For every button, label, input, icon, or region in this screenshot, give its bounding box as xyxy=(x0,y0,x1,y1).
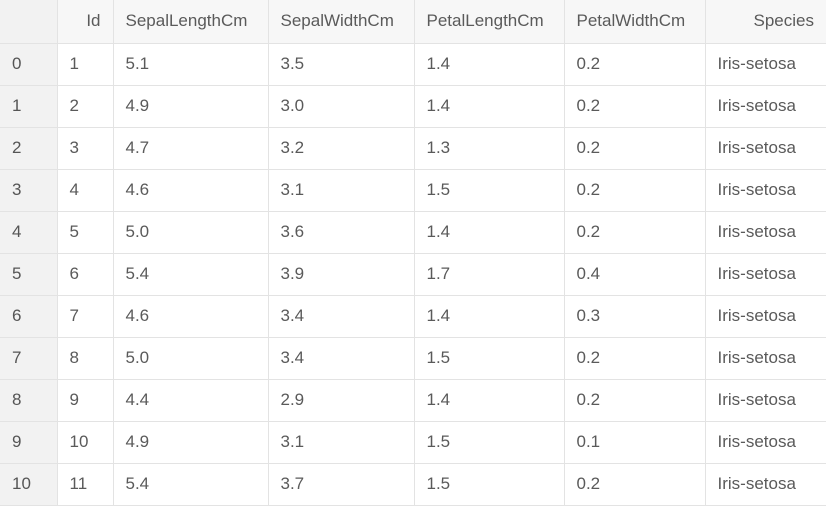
cell-id: 4 xyxy=(56,168,114,212)
table-row[interactable]: 8 9 4.4 2.9 1.4 0.2 Iris-setosa xyxy=(0,378,826,422)
cell-petallengthcm: 1.4 xyxy=(413,294,565,338)
cell-sepalwidthcm: 3.4 xyxy=(267,294,415,338)
cell-sepallengthcm: 4.4 xyxy=(112,378,269,422)
cell-petalwidthcm: 0.2 xyxy=(563,378,706,422)
cell-petallengthcm: 1.5 xyxy=(413,462,565,506)
table-row[interactable]: 10 11 5.4 3.7 1.5 0.2 Iris-setosa xyxy=(0,462,826,506)
cell-sepalwidthcm: 3.1 xyxy=(267,168,415,212)
cell-id: 5 xyxy=(56,210,114,254)
cell-species: Iris-setosa xyxy=(704,126,826,170)
cell-id: 6 xyxy=(56,252,114,296)
row-index-cell: 3 xyxy=(0,168,58,212)
cell-species: Iris-setosa xyxy=(704,336,826,380)
cell-sepalwidthcm: 3.0 xyxy=(267,84,415,128)
cell-petallengthcm: 1.7 xyxy=(413,252,565,296)
cell-id: 3 xyxy=(56,126,114,170)
table-row[interactable]: 2 3 4.7 3.2 1.3 0.2 Iris-setosa xyxy=(0,126,826,170)
row-index-cell: 7 xyxy=(0,336,58,380)
cell-sepalwidthcm: 3.2 xyxy=(267,126,415,170)
column-header-petallengthcm[interactable]: PetalLengthCm xyxy=(413,0,565,44)
cell-sepalwidthcm: 3.7 xyxy=(267,462,415,506)
row-index-cell: 10 xyxy=(0,462,58,506)
cell-id: 10 xyxy=(56,420,114,464)
cell-petallengthcm: 1.5 xyxy=(413,420,565,464)
cell-id: 2 xyxy=(56,84,114,128)
column-header-petalwidthcm[interactable]: PetalWidthCm xyxy=(563,0,706,44)
cell-sepallengthcm: 4.6 xyxy=(112,294,269,338)
cell-petalwidthcm: 0.2 xyxy=(563,210,706,254)
row-index-cell: 1 xyxy=(0,84,58,128)
column-header-species[interactable]: Species xyxy=(704,0,826,44)
cell-petalwidthcm: 0.2 xyxy=(563,462,706,506)
cell-petalwidthcm: 0.3 xyxy=(563,294,706,338)
row-index-cell: 2 xyxy=(0,126,58,170)
cell-id: 11 xyxy=(56,462,114,506)
cell-petalwidthcm: 0.2 xyxy=(563,42,706,86)
table-row[interactable]: 1 2 4.9 3.0 1.4 0.2 Iris-setosa xyxy=(0,84,826,128)
cell-sepallengthcm: 4.7 xyxy=(112,126,269,170)
cell-petalwidthcm: 0.4 xyxy=(563,252,706,296)
cell-petalwidthcm: 0.2 xyxy=(563,126,706,170)
cell-sepalwidthcm: 3.4 xyxy=(267,336,415,380)
cell-sepalwidthcm: 3.5 xyxy=(267,42,415,86)
cell-sepalwidthcm: 3.1 xyxy=(267,420,415,464)
cell-sepallengthcm: 5.0 xyxy=(112,210,269,254)
row-index-cell: 8 xyxy=(0,378,58,422)
column-header-sepallengthcm[interactable]: SepalLengthCm xyxy=(112,0,269,44)
cell-species: Iris-setosa xyxy=(704,210,826,254)
cell-id: 7 xyxy=(56,294,114,338)
cell-sepallengthcm: 5.1 xyxy=(112,42,269,86)
header-row: Id SepalLengthCm SepalWidthCm PetalLengthCm… xyxy=(0,0,826,44)
cell-id: 8 xyxy=(56,336,114,380)
row-index-cell: 9 xyxy=(0,420,58,464)
cell-species: Iris-setosa xyxy=(704,420,826,464)
cell-sepalwidthcm: 2.9 xyxy=(267,378,415,422)
row-index-cell: 0 xyxy=(0,42,58,86)
cell-species: Iris-setosa xyxy=(704,378,826,422)
cell-petalwidthcm: 0.2 xyxy=(563,84,706,128)
row-index-cell: 4 xyxy=(0,210,58,254)
table-row[interactable]: 7 8 5.0 3.4 1.5 0.2 Iris-setosa xyxy=(0,336,826,380)
cell-petallengthcm: 1.3 xyxy=(413,126,565,170)
cell-petallengthcm: 1.4 xyxy=(413,378,565,422)
cell-species: Iris-setosa xyxy=(704,84,826,128)
cell-petalwidthcm: 0.1 xyxy=(563,420,706,464)
row-index-cell: 6 xyxy=(0,294,58,338)
table-body: 0 1 5.1 3.5 1.4 0.2 Iris-setosa 1 2 4.9 3.0 1.4 0.2 I… xyxy=(0,42,826,506)
cell-species: Iris-setosa xyxy=(704,252,826,296)
cell-petallengthcm: 1.4 xyxy=(413,84,565,128)
cell-petallengthcm: 1.4 xyxy=(413,42,565,86)
table-row[interactable]: 9 10 4.9 3.1 1.5 0.1 Iris-setosa xyxy=(0,420,826,464)
cell-sepallengthcm: 4.6 xyxy=(112,168,269,212)
column-header-index[interactable] xyxy=(0,0,58,44)
cell-petallengthcm: 1.5 xyxy=(413,336,565,380)
table-row[interactable]: 4 5 5.0 3.6 1.4 0.2 Iris-setosa xyxy=(0,210,826,254)
cell-petalwidthcm: 0.2 xyxy=(563,336,706,380)
table-row[interactable]: 6 7 4.6 3.4 1.4 0.3 Iris-setosa xyxy=(0,294,826,338)
cell-species: Iris-setosa xyxy=(704,462,826,506)
cell-sepallengthcm: 4.9 xyxy=(112,420,269,464)
cell-species: Iris-setosa xyxy=(704,168,826,212)
cell-sepallengthcm: 5.0 xyxy=(112,336,269,380)
cell-sepallengthcm: 5.4 xyxy=(112,462,269,506)
cell-petallengthcm: 1.4 xyxy=(413,210,565,254)
column-header-sepalwidthcm[interactable]: SepalWidthCm xyxy=(267,0,415,44)
cell-petallengthcm: 1.5 xyxy=(413,168,565,212)
row-index-cell: 5 xyxy=(0,252,58,296)
cell-id: 1 xyxy=(56,42,114,86)
cell-sepalwidthcm: 3.6 xyxy=(267,210,415,254)
table-row[interactable]: 0 1 5.1 3.5 1.4 0.2 Iris-setosa xyxy=(0,42,826,86)
cell-sepalwidthcm: 3.9 xyxy=(267,252,415,296)
table-row[interactable]: 3 4 4.6 3.1 1.5 0.2 Iris-setosa xyxy=(0,168,826,212)
cell-sepallengthcm: 4.9 xyxy=(112,84,269,128)
cell-id: 9 xyxy=(56,378,114,422)
table-header: Id SepalLengthCm SepalWidthCm PetalLengthCm… xyxy=(0,0,826,44)
cell-sepallengthcm: 5.4 xyxy=(112,252,269,296)
cell-species: Iris-setosa xyxy=(704,42,826,86)
table-row[interactable]: 5 6 5.4 3.9 1.7 0.4 Iris-setosa xyxy=(0,252,826,296)
cell-species: Iris-setosa xyxy=(704,294,826,338)
column-header-id[interactable]: Id xyxy=(56,0,114,44)
cell-petalwidthcm: 0.2 xyxy=(563,168,706,212)
